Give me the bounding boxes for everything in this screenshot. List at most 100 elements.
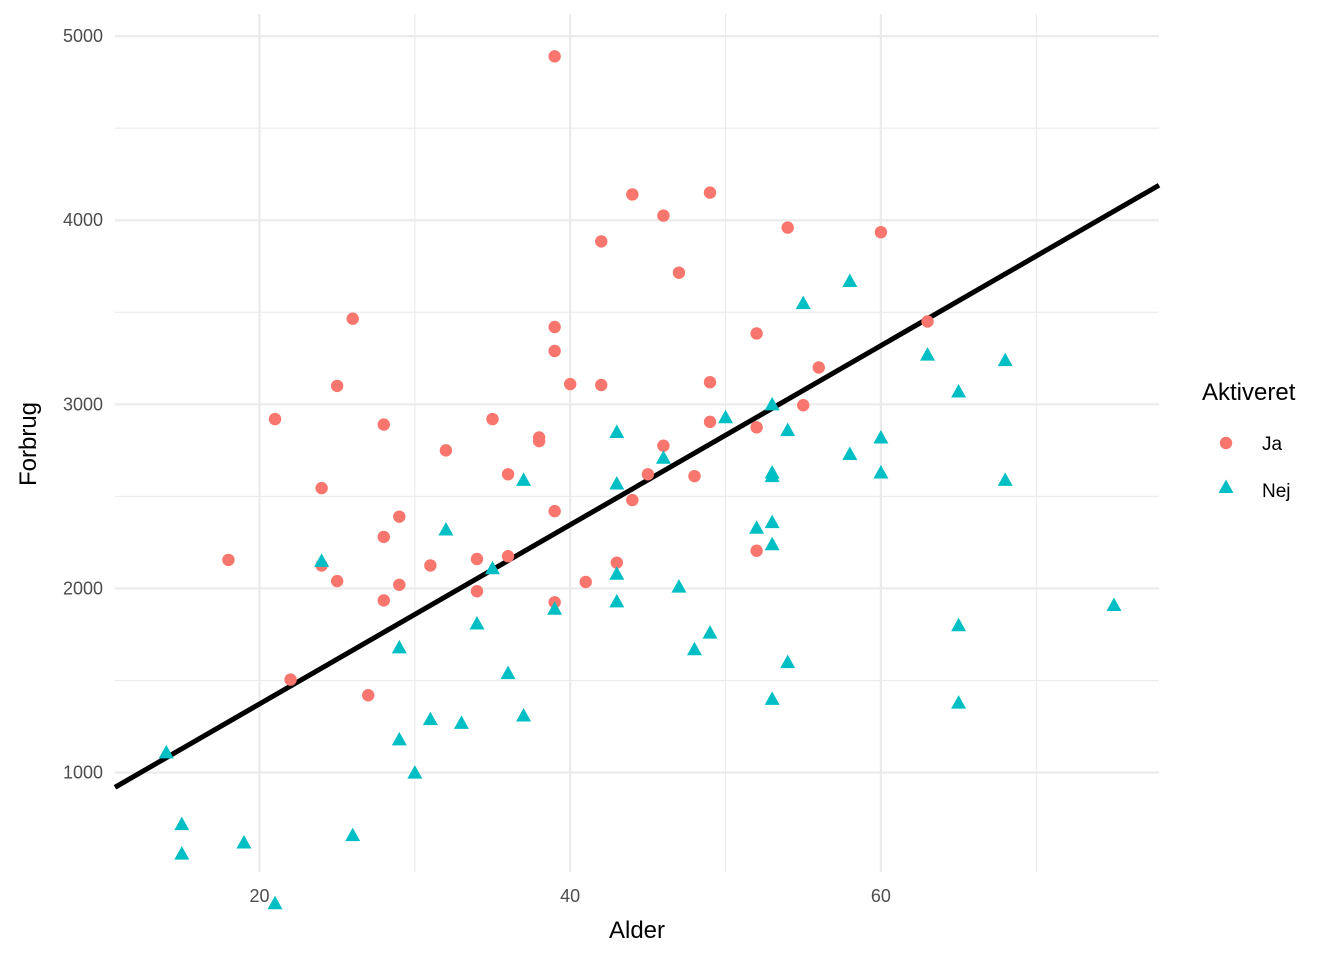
- point-ja: [874, 225, 888, 239]
- legend-label-nej: Nej: [1262, 481, 1291, 502]
- legend-key-ja-circle: [1219, 436, 1233, 450]
- point-nej: [842, 446, 858, 461]
- point-nej: [764, 536, 780, 551]
- y-tick-label: 2000: [63, 578, 103, 598]
- point-ja: [703, 376, 717, 389]
- minor-gridlines: [115, 14, 1159, 872]
- point-nej: [764, 514, 780, 529]
- point-ja: [346, 312, 359, 325]
- point-ja: [657, 209, 670, 222]
- point-nej: [422, 711, 438, 726]
- point-ja: [377, 530, 390, 544]
- x-tick-label: 60: [871, 886, 891, 906]
- point-nej: [453, 715, 469, 729]
- point-nej: [1106, 597, 1122, 612]
- point-nej: [267, 895, 283, 910]
- point-ja: [439, 444, 453, 457]
- point-ja: [750, 544, 763, 557]
- point-nej: [609, 593, 625, 608]
- y-axis-title: Forbrug: [15, 402, 42, 486]
- point-ja: [377, 418, 390, 431]
- point-ja: [610, 556, 624, 569]
- point-nej: [391, 639, 407, 654]
- point-ja: [548, 320, 561, 334]
- point-nej: [951, 383, 967, 398]
- x-tick-labels: 20 40 60: [249, 886, 890, 906]
- x-axis-title: Alder: [609, 917, 665, 944]
- point-nej: [920, 347, 936, 361]
- x-tick-label: 40: [560, 886, 580, 906]
- point-ja: [657, 439, 670, 452]
- point-nej: [764, 691, 780, 705]
- point-ja: [470, 552, 484, 566]
- point-nej: [345, 827, 361, 842]
- point-ja: [377, 594, 390, 607]
- point-nej: [997, 352, 1013, 367]
- trend-line: [113, 183, 1161, 790]
- point-nej: [764, 396, 780, 411]
- point-ja: [330, 574, 344, 588]
- point-nej: [780, 654, 796, 669]
- point-nej: [671, 579, 687, 593]
- point-nej: [702, 625, 718, 639]
- point-ja: [284, 673, 297, 686]
- point-ja: [486, 412, 499, 426]
- point-ja: [563, 377, 577, 391]
- major-gridlines: [115, 14, 1159, 872]
- point-ja: [672, 266, 686, 279]
- y-tick-label: 3000: [63, 394, 103, 414]
- point-nej: [174, 816, 190, 831]
- point-nej: [951, 617, 967, 632]
- point-ja: [393, 510, 406, 523]
- point-nej: [516, 707, 532, 722]
- point-ja: [393, 578, 406, 591]
- point-nej: [469, 615, 485, 630]
- point-ja: [362, 689, 375, 702]
- y-tick-label: 5000: [63, 26, 103, 46]
- point-nej: [407, 765, 423, 779]
- point-ja: [626, 493, 639, 507]
- legend-key-nej-triangle: [1218, 479, 1234, 493]
- point-nej: [764, 468, 780, 483]
- point-ja: [470, 585, 484, 598]
- y-tick-label: 1000: [63, 763, 103, 783]
- point-nej: [655, 450, 671, 464]
- point-ja: [812, 361, 825, 374]
- point-ja: [222, 553, 235, 567]
- legend-title: Aktiveret: [1202, 379, 1296, 406]
- point-nej: [609, 476, 625, 490]
- point-nej: [873, 464, 889, 479]
- point-nej: [718, 409, 734, 424]
- trend-line-group: [113, 183, 1161, 790]
- point-ja: [330, 379, 344, 393]
- point-ja: [688, 469, 701, 483]
- point-nej: [795, 295, 811, 310]
- point-nej: [516, 472, 532, 486]
- point-ja: [797, 399, 810, 412]
- point-ja: [781, 221, 794, 234]
- legend-label-ja: Ja: [1262, 434, 1283, 455]
- point-nej: [438, 522, 454, 536]
- point-ja: [532, 434, 546, 448]
- point-nej: [391, 731, 407, 746]
- point-nej: [547, 601, 563, 615]
- point-nej: [951, 695, 967, 709]
- point-nej: [842, 273, 858, 287]
- point-nej: [236, 835, 252, 849]
- point-nej: [997, 472, 1013, 486]
- point-ja: [548, 344, 561, 358]
- point-nej: [158, 744, 174, 759]
- point-nej: [174, 846, 190, 860]
- point-nej: [500, 665, 516, 680]
- point-ja: [641, 468, 655, 481]
- point-nej: [609, 424, 625, 438]
- data-points: [158, 50, 1122, 910]
- point-ja: [501, 468, 515, 481]
- y-tick-labels: 1000 2000 3000 4000 5000: [63, 26, 103, 782]
- point-ja: [626, 188, 639, 201]
- point-ja: [548, 50, 561, 63]
- point-ja: [595, 378, 608, 392]
- point-ja: [595, 235, 608, 248]
- point-ja: [315, 481, 328, 495]
